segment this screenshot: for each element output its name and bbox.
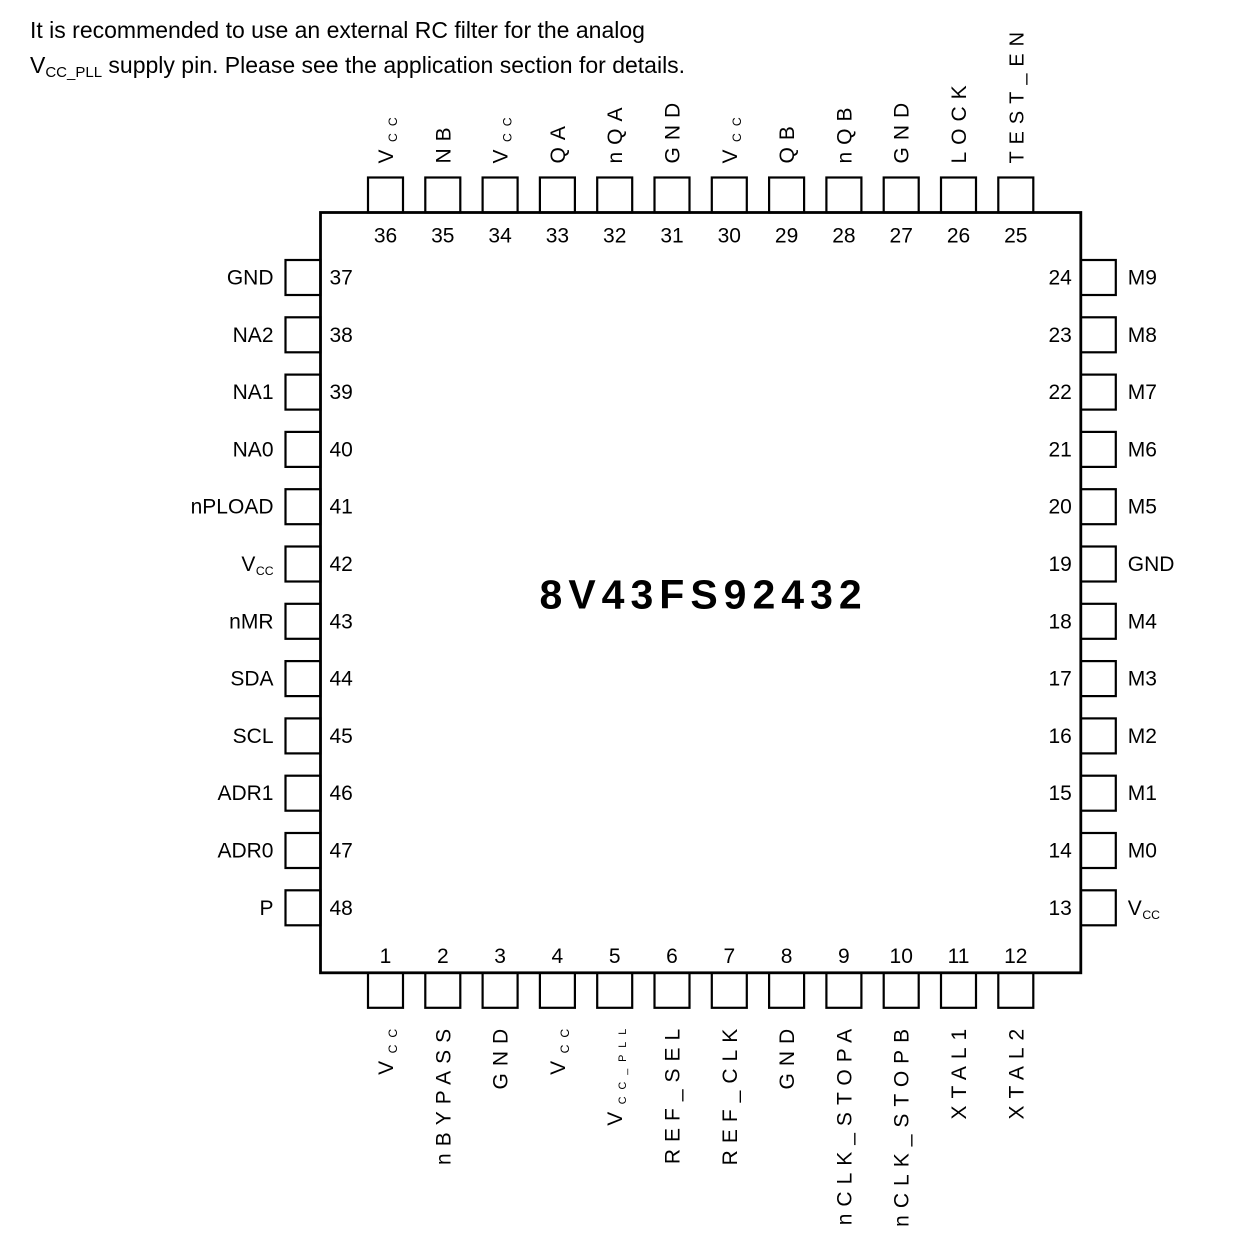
svg-text:25: 25 [1004,225,1027,248]
svg-text:M3: M3 [1128,668,1157,691]
svg-text:38: 38 [330,324,353,347]
svg-text:33: 33 [546,225,569,248]
svg-text:30: 30 [718,225,741,248]
svg-text:GND: GND [776,1022,799,1090]
svg-text:M4: M4 [1128,610,1157,633]
svg-text:11: 11 [948,945,970,968]
svg-text:GND: GND [662,96,685,164]
svg-text:M6: M6 [1128,438,1157,461]
svg-text:XTAL2: XTAL2 [1005,1022,1028,1120]
svg-text:M2: M2 [1128,725,1157,748]
svg-text:3: 3 [494,945,506,968]
svg-text:40: 40 [330,438,353,461]
svg-text:9: 9 [838,945,850,968]
svg-text:M7: M7 [1128,381,1157,404]
svg-text:17: 17 [1048,668,1071,691]
svg-text:42: 42 [330,553,353,576]
svg-text:48: 48 [330,897,353,920]
svg-text:It is recommended to use an ex: It is recommended to use an external RC … [30,17,645,43]
svg-text:7: 7 [723,945,735,968]
svg-text:P: P [259,897,273,920]
svg-text:45: 45 [330,725,353,748]
svg-text:44: 44 [330,668,354,691]
svg-text:VCC_PLL supply pin. Please see: VCC_PLL supply pin. Please see the appli… [30,52,685,81]
svg-text:M8: M8 [1128,324,1157,347]
svg-text:8: 8 [781,945,793,968]
svg-text:GND: GND [891,96,914,164]
svg-text:ADR1: ADR1 [217,782,273,805]
svg-text:M0: M0 [1128,840,1157,863]
svg-text:2: 2 [437,945,449,968]
svg-text:32: 32 [603,225,626,248]
svg-text:QB: QB [776,119,799,163]
svg-text:19: 19 [1048,553,1071,576]
svg-text:28: 28 [832,225,855,248]
svg-text:NA0: NA0 [233,438,274,461]
svg-text:GND: GND [227,267,274,290]
svg-text:37: 37 [330,267,353,290]
svg-text:36: 36 [374,225,397,248]
svg-text:LOCK: LOCK [948,78,971,163]
svg-text:ADR0: ADR0 [217,840,273,863]
svg-text:13: 13 [1048,897,1071,920]
svg-text:nMR: nMR [229,610,273,633]
svg-text:5: 5 [609,945,621,968]
svg-text:TEST_EN: TEST_EN [1006,25,1028,164]
svg-text:nCLK_STOPB: nCLK_STOPB [891,1022,914,1227]
svg-text:M9: M9 [1128,267,1157,290]
svg-text:31: 31 [660,225,683,248]
svg-text:NA2: NA2 [233,324,274,347]
svg-text:nQA: nQA [604,100,627,163]
svg-text:12: 12 [1004,945,1027,968]
svg-text:43: 43 [330,610,353,633]
svg-text:21: 21 [1048,438,1071,461]
svg-text:6: 6 [666,945,678,968]
svg-text:15: 15 [1048,782,1071,805]
svg-text:22: 22 [1048,381,1071,404]
svg-text:XTAL1: XTAL1 [948,1022,971,1120]
svg-text:GND: GND [1128,553,1175,576]
svg-text:GND: GND [490,1022,513,1090]
svg-text:nBYPASS: nBYPASS [432,1022,455,1165]
svg-text:16: 16 [1048,725,1071,748]
svg-text:nPLOAD: nPLOAD [191,496,274,519]
svg-text:NB: NB [432,120,455,163]
svg-text:SCL: SCL [233,725,274,748]
svg-text:SDA: SDA [230,668,273,691]
svg-text:M5: M5 [1128,496,1157,519]
svg-text:NA1: NA1 [233,381,274,404]
svg-text:4: 4 [552,945,564,968]
svg-text:26: 26 [947,225,970,248]
svg-text:39: 39 [330,381,353,404]
svg-text:23: 23 [1048,324,1071,347]
svg-text:M1: M1 [1128,782,1157,805]
svg-text:20: 20 [1048,496,1071,519]
svg-text:1: 1 [380,945,392,968]
svg-text:27: 27 [890,225,913,248]
svg-text:46: 46 [330,782,353,805]
svg-text:47: 47 [330,840,353,863]
svg-text:35: 35 [431,225,454,248]
svg-text:10: 10 [890,945,913,968]
svg-text:14: 14 [1048,840,1072,863]
svg-text:nCLK_STOPA: nCLK_STOPA [833,1022,856,1225]
svg-text:REF_SEL: REF_SEL [662,1022,685,1164]
svg-text:QA: QA [547,119,570,163]
svg-text:34: 34 [488,225,512,248]
svg-text:29: 29 [775,225,798,248]
svg-text:8V43FS92432: 8V43FS92432 [540,572,868,618]
svg-text:nQB: nQB [833,100,856,163]
svg-text:REF_CLK: REF_CLK [719,1022,742,1166]
svg-text:24: 24 [1048,267,1072,290]
svg-text:18: 18 [1048,610,1071,633]
svg-text:41: 41 [330,496,353,519]
